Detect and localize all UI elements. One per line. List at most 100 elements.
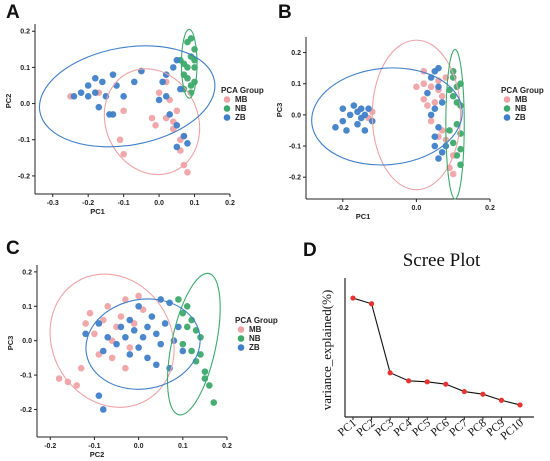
point-zb: [153, 361, 160, 369]
legend-marker-zb: [503, 114, 511, 121]
point-zb: [162, 93, 170, 100]
point-zb: [438, 99, 446, 106]
ellipse-nb: [180, 28, 198, 99]
point-zb: [153, 330, 160, 338]
point-mb: [155, 89, 163, 97]
point-nb: [179, 309, 187, 317]
chart-title: Scree Plot: [403, 250, 481, 271]
legend-title: PCA Group: [501, 86, 544, 95]
point-zb: [343, 127, 350, 134]
point-zb: [120, 93, 127, 100]
scree-point: [461, 388, 467, 395]
point-mb: [122, 364, 129, 372]
point-mb: [86, 309, 94, 317]
point-mb: [413, 83, 420, 91]
point-mb: [117, 313, 125, 320]
point-mb: [135, 292, 142, 300]
point-zb: [173, 121, 181, 129]
x-tick-label: -0.3: [47, 200, 59, 207]
point-mb: [431, 99, 439, 106]
y-tick-label: 0.1: [20, 65, 30, 72]
point-zb: [139, 333, 147, 341]
point-nb: [191, 64, 198, 71]
point-nb: [183, 302, 191, 310]
scree-point: [424, 379, 430, 385]
point-zb: [175, 323, 182, 331]
point-zb: [157, 296, 165, 303]
x-tick-label: -0.2: [44, 443, 56, 450]
point-zb: [435, 155, 442, 162]
point-zb: [173, 56, 181, 64]
point-zb: [99, 347, 107, 355]
point-zb: [95, 392, 103, 400]
legend-marker-nb: [237, 335, 245, 342]
point-zb: [106, 111, 113, 118]
point-zb: [91, 74, 99, 82]
scree-plot: Scree Plotvariance_explained(%)PC1PC2PC3…: [319, 250, 534, 443]
point-mb: [104, 302, 111, 310]
legend-marker-zb: [223, 114, 231, 121]
pca-plot-b: -0.2 0.0 0.2 -0.2 -0.1 0.0 0.1 0.2 PC1 PC3 PCA Gro…: [275, 37, 544, 221]
scree-point: [406, 378, 412, 384]
y-tick-label: 0.1: [22, 304, 32, 311]
point-zb: [169, 64, 177, 71]
x-tick-label: 0.2: [485, 205, 495, 212]
point-zb: [431, 142, 439, 150]
x-axis-label: PC1: [356, 212, 371, 221]
legend-marker-nb: [503, 105, 511, 112]
y-tick-label: 0.0: [22, 338, 32, 345]
ellipse-nb: [166, 272, 221, 416]
x-tick-label: 0.1: [178, 443, 188, 450]
point-mb: [420, 80, 428, 88]
point-nb: [206, 382, 213, 389]
point-zb: [438, 148, 446, 156]
y-axis-label: PC2: [4, 94, 13, 109]
point-nb: [201, 368, 209, 375]
y-tick-label: -0.2: [289, 175, 301, 182]
legend-title: PCA Group: [235, 316, 278, 325]
point-nb: [191, 56, 198, 64]
point-zb: [346, 111, 354, 119]
y-tick-label: 0.2: [22, 269, 32, 276]
scree-point: [350, 295, 356, 301]
x-tick-label: 0.1: [190, 200, 200, 207]
x-tick-label: 0.0: [134, 443, 144, 450]
x-tick-label: -0.2: [82, 200, 94, 207]
y-tick-label: 0.0: [20, 101, 30, 108]
point-nb: [179, 340, 187, 348]
panel-label-c: C: [6, 238, 20, 259]
point-zb: [126, 351, 134, 358]
point-nb: [457, 145, 464, 153]
point-nb: [184, 74, 191, 82]
point-zb: [427, 111, 435, 119]
ellipse-zb: [311, 67, 463, 166]
point-nb: [187, 35, 195, 42]
point-zb: [148, 313, 156, 320]
panel-label-b: B: [278, 2, 292, 23]
ellipse-mb: [49, 273, 175, 408]
point-zb: [361, 127, 369, 134]
point-zb: [113, 340, 120, 348]
y-tick-label: 0.1: [291, 81, 301, 88]
legend-marker-zb: [237, 344, 245, 351]
point-mb: [108, 354, 116, 362]
legend-marker-mb: [237, 326, 245, 333]
point-mb: [420, 96, 428, 103]
y-tick-label: 0.0: [291, 112, 301, 119]
scree-point: [498, 397, 505, 403]
legend-marker-mb: [503, 96, 511, 103]
point-zb: [161, 320, 169, 327]
point-zb: [104, 333, 111, 341]
point-zb: [180, 132, 188, 140]
point-zb: [179, 347, 187, 355]
scree-point: [443, 381, 449, 387]
legend-title: PCA Group: [221, 86, 264, 95]
legend-label-zb: ZB: [515, 113, 526, 122]
point-mb: [73, 382, 81, 389]
point-zb: [144, 354, 151, 362]
point-mb: [126, 344, 134, 351]
scree-point: [368, 301, 375, 307]
point-mb: [424, 102, 431, 109]
point-zb: [159, 78, 166, 86]
scree-point: [387, 370, 393, 376]
